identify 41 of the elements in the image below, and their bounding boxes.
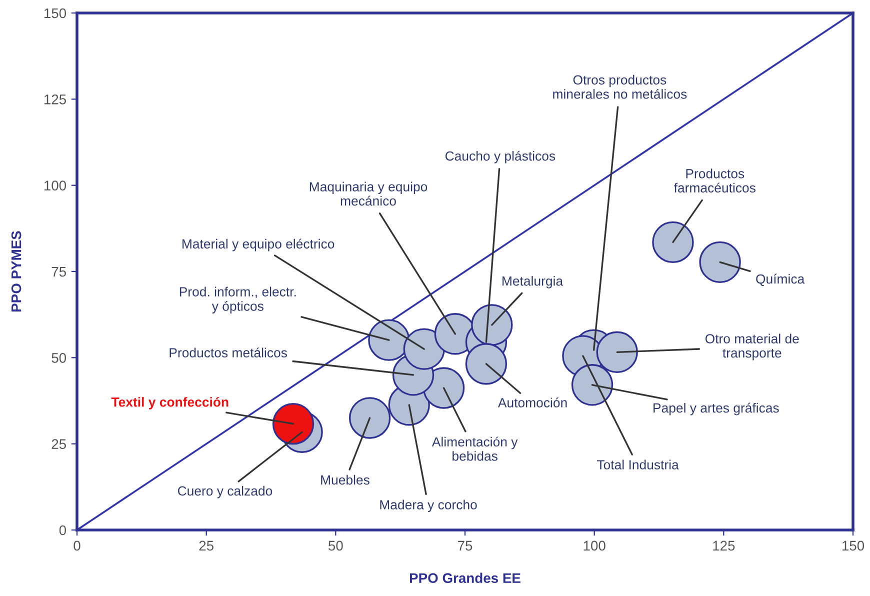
x-tick-label: 100 — [584, 540, 606, 551]
annotation: Caucho y plásticos — [445, 150, 556, 164]
x-tick-label: 0 — [74, 540, 80, 551]
annotation: Otro material de transporte — [705, 334, 799, 360]
x-axis-title: PPO Grandes EE — [410, 572, 520, 584]
x-tick-label: 125 — [713, 540, 735, 551]
x-tick-label: 150 — [842, 540, 864, 551]
annotation: Alimentación y bebidas — [432, 436, 518, 461]
annotation: Textil y confección — [111, 396, 228, 410]
annotation: Papel y artes gráficas — [654, 402, 779, 416]
x-tick-label: 50 — [328, 540, 343, 551]
point — [272, 403, 314, 445]
annotation: Total Industria — [597, 460, 679, 470]
point — [348, 397, 391, 439]
annotation: Prod. inform., electr. y ópticos — [180, 286, 296, 314]
x-tick-label: 25 — [199, 540, 214, 551]
point — [699, 241, 741, 284]
point — [652, 221, 694, 264]
y-axis-title: PPO PYMES — [11, 231, 22, 312]
y-tick-label: 150 — [44, 8, 66, 18]
annotation: Maquinaria y equipo mecánico — [310, 182, 428, 206]
y-tick-label: 125 — [44, 94, 66, 104]
y-tick-label: 75 — [52, 266, 66, 277]
annotation: Química — [756, 274, 805, 286]
annotation: Productos metálicos — [170, 348, 287, 358]
y-tick-label: 25 — [52, 439, 66, 450]
point — [596, 331, 638, 373]
annotation: Material y equipo eléctrico — [182, 238, 334, 252]
annotation: Metalurgia — [502, 276, 564, 288]
annotation: Muebles — [321, 474, 370, 485]
y-tick-label: 0 — [59, 525, 66, 536]
annotation: Madera y corcho — [380, 500, 477, 512]
annotation: Cuero y calzado — [178, 486, 272, 498]
point — [465, 343, 508, 385]
annotation: Automoción — [498, 398, 567, 408]
point — [471, 304, 513, 346]
annotation: Otros productos minerales no metálicos — [553, 74, 687, 99]
x-tick-label: 75 — [458, 540, 472, 551]
annotation: Productos farmacéuticos — [674, 168, 756, 193]
y-tick-label: 100 — [44, 180, 66, 191]
y-tick-label: 50 — [52, 353, 66, 363]
